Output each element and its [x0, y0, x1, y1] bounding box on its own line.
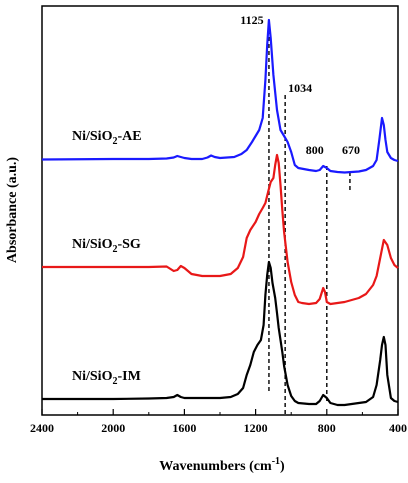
series-label-subscript: 2: [112, 244, 117, 255]
x-axis-title-close: ): [280, 459, 285, 474]
x-axis-title: Wavenumbers (cm-1): [159, 456, 285, 474]
y-axis-title: Absorbance (a.u.): [5, 157, 20, 264]
peak-label-670: 670: [342, 143, 360, 157]
plot-frame: [41, 5, 399, 416]
series-label-subscript: 2: [112, 136, 117, 147]
series-label-suffix: -IM: [117, 369, 140, 384]
series-label-subscript: 2: [112, 376, 117, 387]
x-axis-title-main: Wavenumbers (cm: [159, 459, 272, 474]
x-axis-title-sup: -1: [272, 456, 280, 467]
series-label-1: Ni/SiO2-SG: [72, 237, 141, 255]
peak-label-1034: 1034: [288, 81, 312, 95]
x-tick-label: 2400: [30, 421, 54, 435]
x-tick-label: 1600: [172, 421, 196, 435]
series-label-2: Ni/SiO2-IM: [72, 369, 141, 387]
series-line-2: [42, 260, 399, 407]
series-line-0: [41, 18, 399, 174]
series-line-1: [42, 153, 399, 306]
series-label-suffix: -AE: [117, 129, 141, 144]
x-tick-label: 400: [389, 421, 407, 435]
series-label-suffix: -SG: [117, 237, 140, 252]
peak-label-1125: 1125: [240, 13, 263, 27]
peak-lines: 1125 1034 800 670: [240, 13, 360, 415]
peak-label-800: 800: [306, 143, 324, 157]
x-tick-label: 800: [318, 421, 336, 435]
series-label-text: Ni/SiO: [72, 129, 113, 144]
x-ticks: 2400 2000 1600 1200 800 400: [30, 409, 407, 435]
x-tick-label: 2000: [101, 421, 125, 435]
series-label-0: Ni/SiO2-AE: [72, 129, 142, 147]
series-label-text: Ni/SiO: [72, 369, 113, 384]
series-lines: [41, 18, 399, 407]
series-label-text: Ni/SiO: [72, 237, 113, 252]
x-tick-label: 1200: [244, 421, 268, 435]
